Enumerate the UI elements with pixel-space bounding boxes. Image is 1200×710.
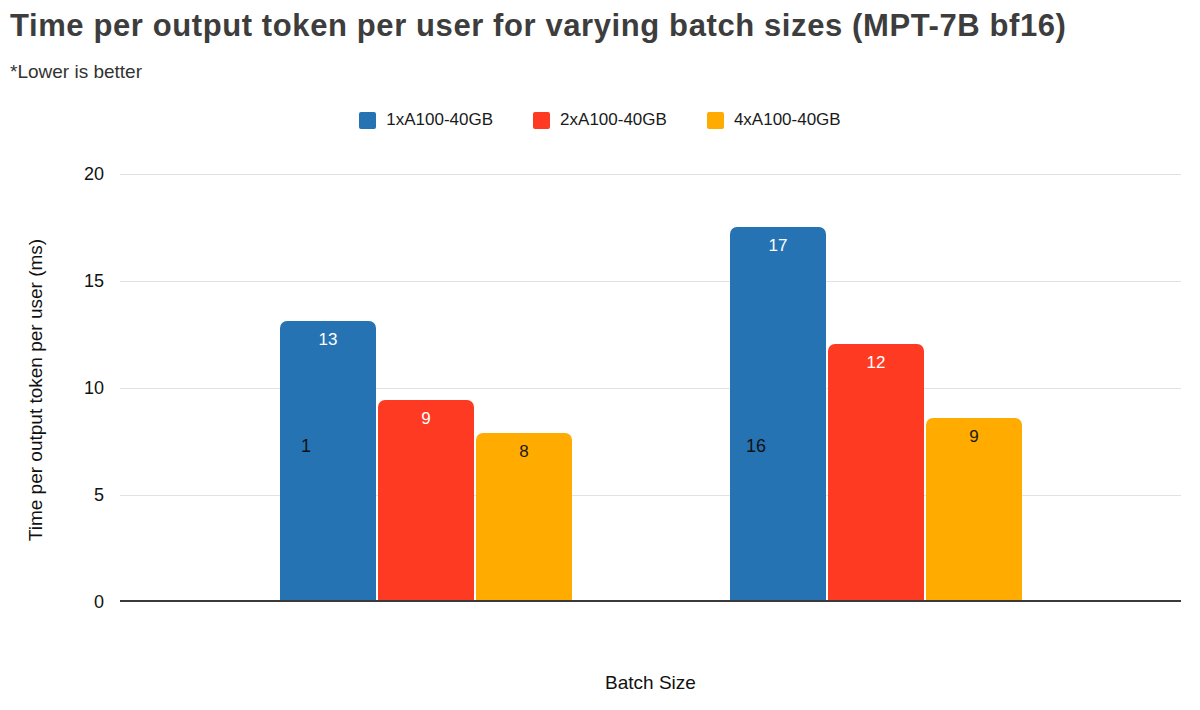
bar-value-label: 12 <box>867 344 886 373</box>
x-axis-title: Batch Size <box>120 672 1181 694</box>
bar-group-batch-16: 17 12 9 <box>730 227 1022 600</box>
gridline-20 <box>120 174 1181 175</box>
bar-value-label: 17 <box>769 227 788 256</box>
bar-value-label: 8 <box>519 433 528 462</box>
chart-subtitle: *Lower is better <box>10 61 142 83</box>
legend-item-2xa100: 2xA100-40GB <box>533 110 667 130</box>
bar-value-label: 13 <box>319 321 338 350</box>
bar-4xa100-40gb: 8 <box>476 433 572 600</box>
chart-title: Time per output token per user for varyi… <box>10 8 1067 44</box>
legend-item-1xa100: 1xA100-40GB <box>359 110 493 130</box>
bar-4xa100-40gb: 9 <box>926 418 1022 600</box>
legend-item-4xa100: 4xA100-40GB <box>707 110 841 130</box>
legend-label: 4xA100-40GB <box>734 110 841 130</box>
y-axis-ticks: 20 15 10 5 0 <box>0 174 104 602</box>
bar-1xa100-40gb: 13 <box>280 321 376 600</box>
legend-swatch-blue <box>359 112 376 129</box>
y-tick-label: 20 <box>0 164 104 185</box>
x-tick-label-16: 16 <box>610 436 902 457</box>
y-tick-label: 0 <box>0 592 104 613</box>
bar-2xa100-40gb: 9 <box>378 400 474 600</box>
bar-1xa100-40gb: 17 <box>730 227 826 600</box>
plot-area: 13 9 8 17 12 9 <box>120 174 1181 602</box>
legend-swatch-red <box>533 112 550 129</box>
y-tick-label: 5 <box>0 485 104 506</box>
legend: 1xA100-40GB 2xA100-40GB 4xA100-40GB <box>0 110 1200 130</box>
x-axis-line <box>120 600 1181 602</box>
bar-group-batch-1: 13 9 8 <box>280 321 572 600</box>
legend-label: 1xA100-40GB <box>386 110 493 130</box>
y-tick-label: 15 <box>0 271 104 292</box>
bar-2xa100-40gb: 12 <box>828 344 924 600</box>
x-tick-label-1: 1 <box>160 436 452 457</box>
y-tick-label: 10 <box>0 378 104 399</box>
chart: Time per output token per user for varyi… <box>0 0 1200 710</box>
bar-value-label: 9 <box>421 400 430 429</box>
legend-swatch-orange <box>707 112 724 129</box>
bar-value-label: 9 <box>969 418 978 447</box>
legend-label: 2xA100-40GB <box>560 110 667 130</box>
